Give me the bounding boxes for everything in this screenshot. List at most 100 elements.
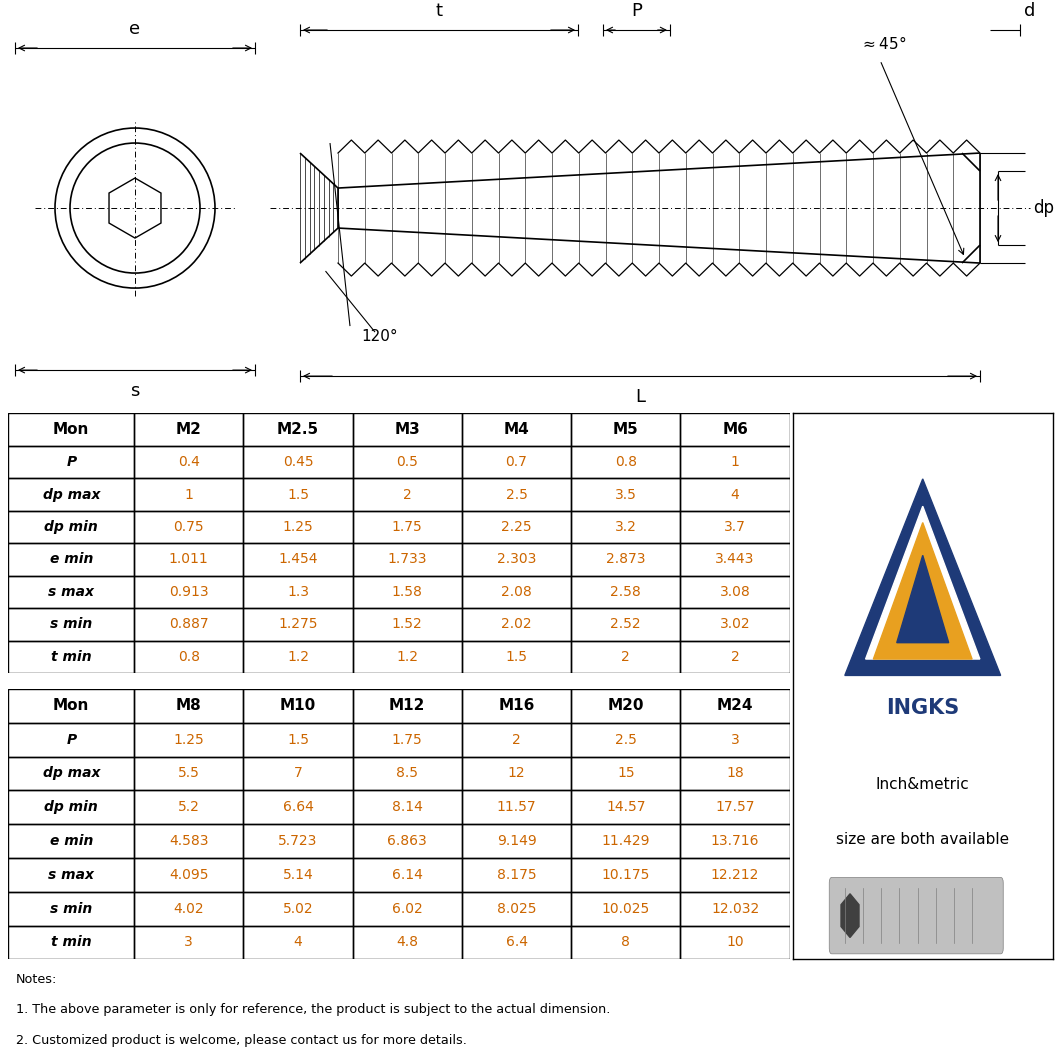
Bar — [8, 640, 135, 673]
Text: 120°: 120° — [361, 329, 399, 343]
Text: 2. Customized product is welcome, please contact us for more details.: 2. Customized product is welcome, please… — [16, 1035, 466, 1047]
Bar — [462, 640, 571, 673]
Text: Inch&metric: Inch&metric — [876, 777, 970, 792]
Text: 2: 2 — [403, 488, 411, 501]
Text: e: e — [129, 20, 141, 38]
Bar — [8, 608, 135, 640]
Bar — [135, 791, 244, 825]
Polygon shape — [897, 555, 949, 642]
Text: s: s — [130, 382, 140, 400]
Text: 12.212: 12.212 — [711, 868, 759, 882]
Bar — [571, 543, 681, 576]
Bar — [462, 858, 571, 891]
Text: 4.8: 4.8 — [396, 935, 419, 950]
Text: 3.443: 3.443 — [716, 552, 755, 566]
Bar — [244, 511, 353, 543]
Text: d: d — [1024, 2, 1036, 20]
Bar — [462, 891, 571, 925]
Bar — [135, 925, 244, 959]
Text: 2.5: 2.5 — [506, 488, 528, 501]
Bar — [681, 608, 790, 640]
Bar — [462, 576, 571, 608]
Text: 2: 2 — [730, 650, 740, 664]
Bar — [244, 858, 353, 891]
Text: 2.303: 2.303 — [497, 552, 536, 566]
Bar — [135, 543, 244, 576]
Text: 0.8: 0.8 — [615, 455, 637, 470]
Text: t: t — [436, 2, 442, 20]
Text: 11.57: 11.57 — [497, 800, 536, 814]
Text: 1.275: 1.275 — [279, 617, 318, 632]
Polygon shape — [873, 523, 972, 659]
Bar — [462, 608, 571, 640]
Text: INGKS: INGKS — [886, 699, 959, 719]
Text: 5.02: 5.02 — [283, 902, 314, 916]
Bar — [353, 723, 462, 757]
Text: s max: s max — [49, 585, 94, 599]
Text: 1: 1 — [730, 455, 740, 470]
Bar — [571, 891, 681, 925]
Bar — [244, 791, 353, 825]
Text: 8.5: 8.5 — [396, 766, 419, 780]
Text: e min: e min — [50, 834, 93, 848]
Bar — [8, 543, 135, 576]
Bar — [462, 791, 571, 825]
FancyBboxPatch shape — [829, 878, 1003, 954]
Bar — [135, 478, 244, 511]
Text: 10: 10 — [726, 935, 744, 950]
Text: 4.02: 4.02 — [174, 902, 205, 916]
Text: 8.025: 8.025 — [497, 902, 536, 916]
Bar — [462, 511, 571, 543]
Text: M5: M5 — [613, 422, 639, 437]
Bar — [135, 689, 244, 723]
Bar — [571, 825, 681, 858]
Bar — [135, 413, 244, 446]
Text: 1.2: 1.2 — [287, 650, 310, 664]
Bar — [244, 723, 353, 757]
Bar — [462, 723, 571, 757]
Bar — [8, 478, 135, 511]
Text: 14.57: 14.57 — [606, 800, 646, 814]
Text: 8: 8 — [621, 935, 631, 950]
Text: 0.45: 0.45 — [283, 455, 314, 470]
Bar — [353, 511, 462, 543]
Text: s min: s min — [50, 902, 92, 916]
Bar — [8, 413, 135, 446]
Bar — [681, 413, 790, 446]
Text: 8.14: 8.14 — [392, 800, 423, 814]
Bar — [571, 608, 681, 640]
Bar — [244, 689, 353, 723]
Text: 1.25: 1.25 — [283, 520, 314, 534]
Bar — [353, 640, 462, 673]
Bar — [244, 608, 353, 640]
Text: dp: dp — [1034, 199, 1054, 217]
Text: M3: M3 — [394, 422, 420, 437]
Bar — [681, 511, 790, 543]
Bar — [244, 640, 353, 673]
Bar — [571, 858, 681, 891]
Bar — [135, 640, 244, 673]
Text: 2.02: 2.02 — [501, 617, 532, 632]
Bar — [353, 858, 462, 891]
Bar — [135, 757, 244, 791]
Bar — [571, 791, 681, 825]
Polygon shape — [845, 479, 1001, 675]
Text: P: P — [66, 455, 76, 470]
Bar — [462, 925, 571, 959]
Text: 8.175: 8.175 — [497, 868, 536, 882]
Bar — [135, 511, 244, 543]
Bar — [462, 478, 571, 511]
Bar — [353, 791, 462, 825]
Text: 1.52: 1.52 — [392, 617, 423, 632]
Text: 2.25: 2.25 — [501, 520, 532, 534]
Text: M2.5: M2.5 — [277, 422, 319, 437]
Text: 0.887: 0.887 — [169, 617, 209, 632]
Bar — [244, 446, 353, 478]
Bar — [681, 689, 790, 723]
Text: 13.716: 13.716 — [711, 834, 759, 848]
Text: 4.583: 4.583 — [169, 834, 209, 848]
Bar — [681, 858, 790, 891]
Bar — [353, 925, 462, 959]
Bar — [353, 576, 462, 608]
Text: M10: M10 — [280, 699, 316, 713]
